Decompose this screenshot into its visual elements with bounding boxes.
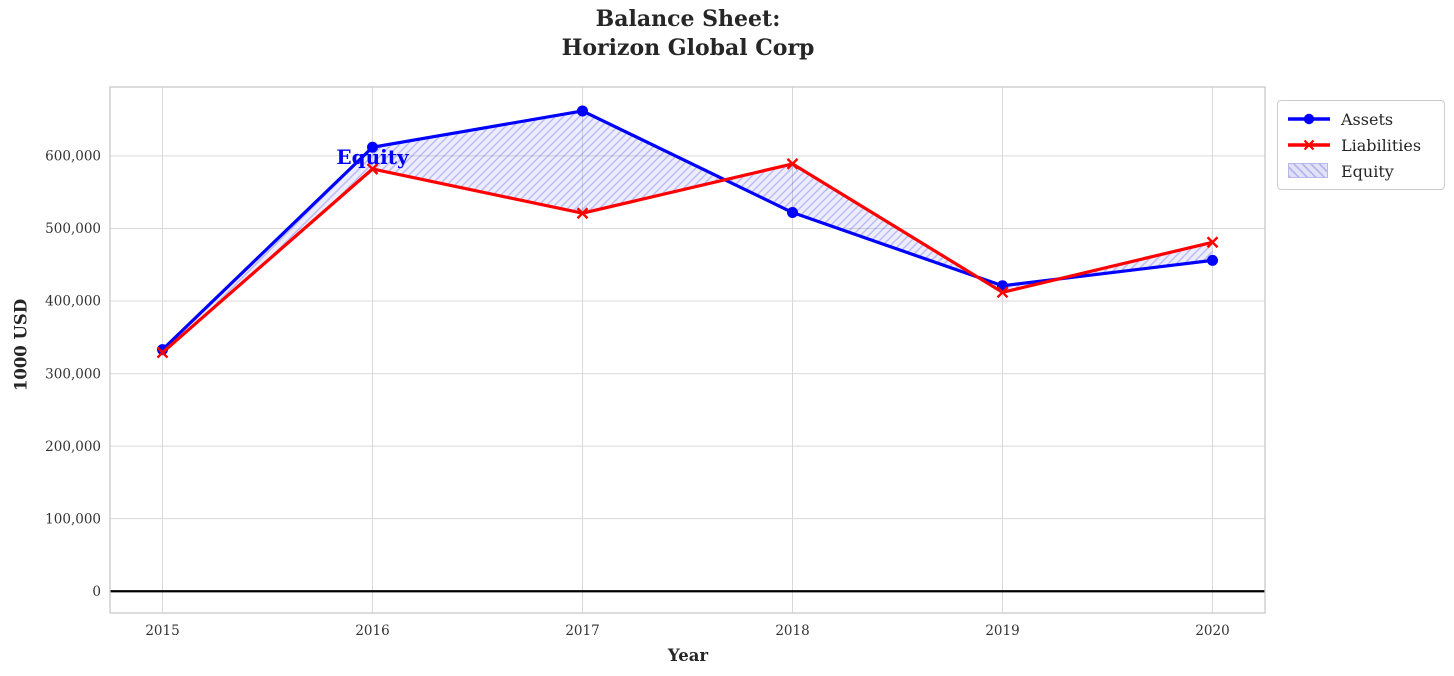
legend-item-equity: Equity [1286, 158, 1436, 184]
legend-item-assets: Assets [1286, 106, 1436, 132]
chart-title: Balance Sheet: Horizon Global Corp [562, 5, 815, 63]
assets-line [160, 109, 1215, 352]
legend-item-liabilities: Liabilities [1286, 132, 1436, 158]
equity-fill [162, 110, 1213, 353]
chart-title-line2: Horizon Global Corp [561, 35, 815, 61]
assets-marker [367, 141, 378, 153]
liabilities-marker [786, 158, 799, 170]
y-tick-label: 600,000 [45, 149, 101, 165]
y-tick-label: 200,000 [45, 439, 101, 455]
plot-border [109, 86, 1266, 614]
y-axis-label: 1000 USD [11, 298, 31, 392]
x-tick-label: 2015 [145, 623, 179, 639]
legend-label-assets: Assets [1341, 109, 1394, 129]
assets-marker [787, 207, 798, 219]
legend-label-equity: Equity [1341, 161, 1394, 181]
assets-line-marker-icon [1286, 111, 1332, 127]
y-tick-label: 400,000 [45, 294, 101, 310]
equity-patch-icon [1286, 163, 1332, 179]
liabilities-line-marker-icon [1286, 137, 1332, 153]
liabilities-marker [1206, 236, 1219, 249]
liabilities-marker [156, 346, 169, 359]
assets-marker [577, 105, 588, 117]
y-tick-label: 0 [92, 584, 101, 600]
x-tick-label: 2016 [355, 623, 389, 639]
legend-label-liabilities: Liabilities [1341, 135, 1422, 155]
y-tick-label: 500,000 [45, 221, 101, 237]
x-tick-label: 2020 [1195, 623, 1229, 639]
liabilities-marker [576, 207, 589, 220]
x-tick-label: 2017 [565, 623, 599, 639]
legend: Assets Liabilities Equity [1277, 100, 1445, 190]
assets-marker [1207, 254, 1218, 266]
y-tick-label: 100,000 [45, 511, 101, 527]
liabilities-line [160, 162, 1215, 355]
chart-title-line1: Balance Sheet: [595, 6, 781, 32]
x-axis-label: Year [667, 646, 709, 665]
liabilities-marker [996, 286, 1009, 299]
x-tick-label: 2019 [985, 623, 1019, 639]
equity-annotation: Equity [336, 145, 409, 170]
y-tick-label: 300,000 [45, 366, 101, 382]
x-tick-label: 2018 [775, 623, 809, 639]
liabilities-marker [366, 163, 379, 175]
assets-marker [157, 344, 168, 356]
